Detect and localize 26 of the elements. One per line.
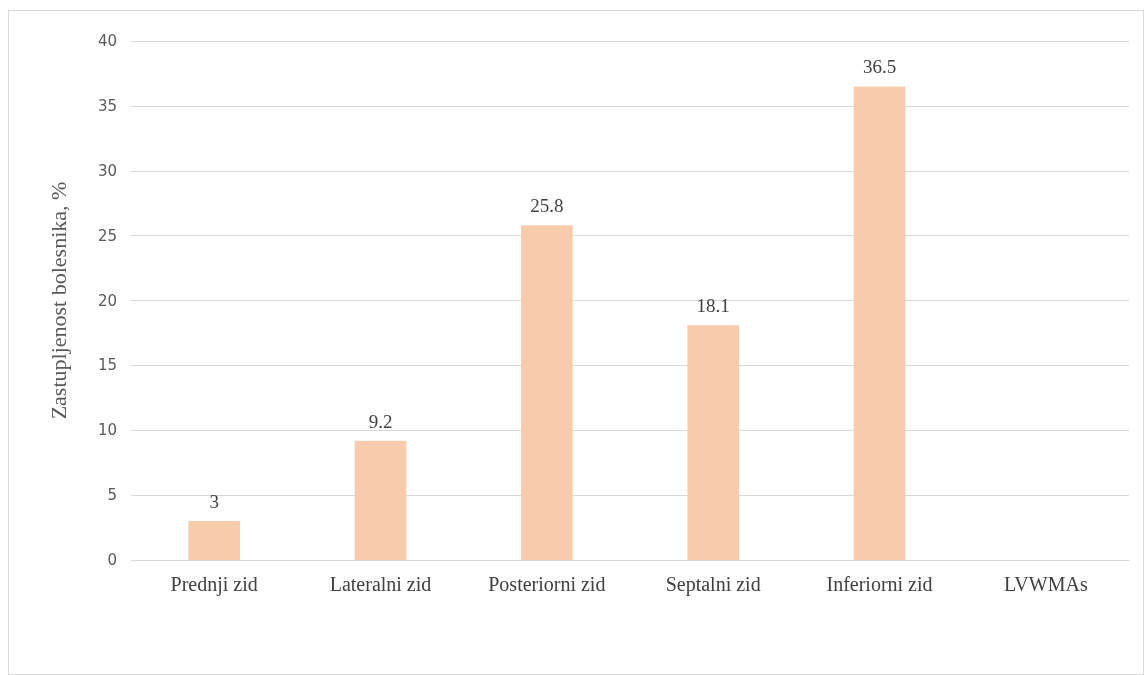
x-tick-label: Posteriorni zid — [488, 573, 606, 595]
y-axis-title: Zastupljenost bolesnika, % — [45, 181, 71, 420]
y-tick-label: 15 — [97, 356, 117, 375]
y-tick-label: 40 — [97, 32, 117, 50]
bar — [853, 86, 906, 560]
x-tick-label: Inferiorni zid — [826, 573, 933, 595]
bar — [687, 325, 739, 560]
y-tick-label: 20 — [97, 291, 117, 310]
y-tick-label: 0 — [107, 551, 117, 569]
data-label: 9.2 — [368, 410, 393, 432]
data-label: 18.1 — [696, 295, 730, 317]
y-tick-label: 30 — [97, 161, 117, 180]
y-tick-label: 35 — [97, 96, 117, 115]
data-label: 3 — [209, 491, 219, 513]
bar — [521, 225, 573, 560]
data-label: 25.8 — [530, 195, 564, 217]
x-tick-label: Septalni zid — [665, 573, 761, 596]
x-tick-label: Prednji zid — [170, 573, 258, 596]
x-tick-label: LVWMAs — [1003, 573, 1088, 595]
data-label: 36.5 — [862, 56, 897, 78]
x-tick-label: Lateralni zid — [329, 573, 432, 595]
y-tick-label: 10 — [97, 421, 117, 440]
y-tick-label: 5 — [107, 486, 117, 505]
y-tick-label: 25 — [97, 226, 117, 245]
bar — [354, 440, 407, 560]
bar — [188, 521, 240, 560]
